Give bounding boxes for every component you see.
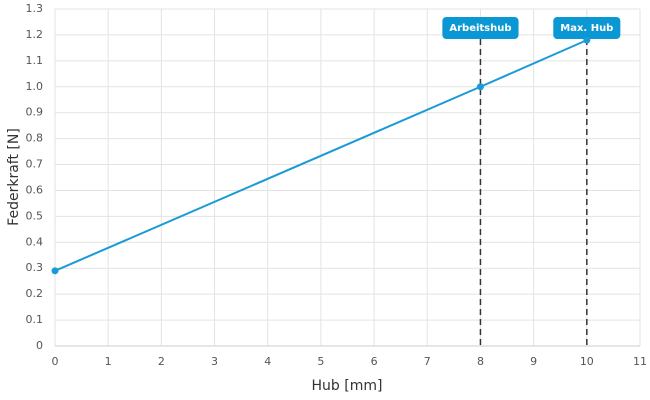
x-tick-label: 0 <box>52 355 59 368</box>
y-tick-label: 0 <box>36 339 43 352</box>
y-tick-label: 1.0 <box>26 80 44 93</box>
x-tick-label: 3 <box>211 355 218 368</box>
x-tick-label: 8 <box>477 355 484 368</box>
y-axis-title: Federkraft [N] <box>6 128 22 226</box>
point <box>476 83 484 91</box>
x-tick-label: 2 <box>158 355 165 368</box>
x-tick-label: 11 <box>633 355 647 368</box>
annotation-label: Max. Hub <box>560 23 613 34</box>
annotation-box <box>442 17 519 39</box>
y-tick-label: 0.8 <box>26 132 44 145</box>
point <box>583 36 591 44</box>
x-axis-title: Hub [mm] <box>312 378 383 394</box>
y-tick-label: 0.6 <box>26 183 44 196</box>
y-tick-label: 0.1 <box>26 313 44 326</box>
annotation-box <box>553 17 621 39</box>
x-tick-label: 10 <box>580 355 594 368</box>
y-tick-label: 0.2 <box>26 287 44 300</box>
annotation-label: Arbeitshub <box>449 23 511 34</box>
y-tick-label: 0.9 <box>26 106 44 119</box>
y-tick-label: 0.3 <box>26 261 44 274</box>
y-tick-label: 0.7 <box>26 158 44 171</box>
y-tick-label: 0.5 <box>26 209 44 222</box>
annotation: Arbeitshub <box>442 17 519 39</box>
x-tick-label: 5 <box>317 355 324 368</box>
x-tick-label: 7 <box>424 355 431 368</box>
x-tick-label: 9 <box>530 355 537 368</box>
y-tick-label: 1.3 <box>26 2 44 15</box>
y-tick-label: 1.1 <box>26 54 44 67</box>
y-tick-label: 1.2 <box>26 28 44 41</box>
x-tick-label: 6 <box>371 355 378 368</box>
x-tick-label: 1 <box>105 355 112 368</box>
y-tick-label: 0.4 <box>26 235 44 248</box>
x-tick-label: 4 <box>264 355 271 368</box>
annotation: Max. Hub <box>553 17 621 39</box>
point <box>51 267 59 275</box>
